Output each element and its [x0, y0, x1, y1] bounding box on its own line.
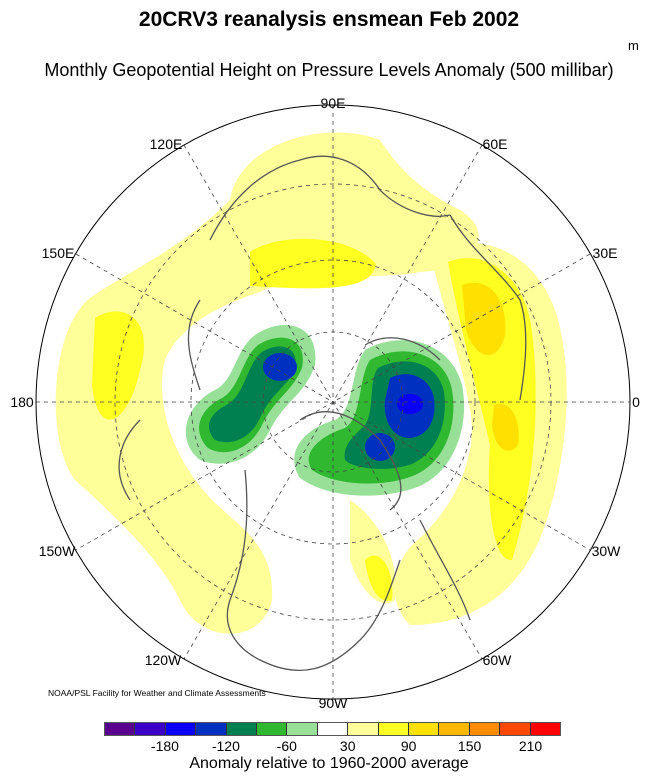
plot-title: 20CRV3 reanalysis ensmean Feb 2002 [138, 8, 520, 31]
colorbar-swatch [469, 723, 501, 735]
anomaly-low-left-core [263, 353, 297, 381]
lon-label-30e: 30E [592, 245, 618, 261]
lon-label-90e: 90E [320, 95, 346, 111]
units-label: m [628, 38, 639, 53]
colorbar-swatch [105, 723, 136, 735]
anomaly-90-120-region [462, 282, 506, 356]
colorbar-swatch [317, 723, 349, 735]
colorbar-tick-label: 30 [339, 738, 356, 754]
colorbar-swatch [439, 723, 470, 735]
graticule [36, 105, 630, 699]
colorbar-title: Anomaly relative to 1960-2000 average [189, 755, 469, 772]
colorbar-swatch [409, 723, 440, 735]
lon-label-30w: 30W [591, 543, 621, 559]
anomaly-60-90-region [250, 238, 376, 289]
colorbar-tick-label: -120 [211, 738, 240, 754]
lon-label-60e: 60E [482, 136, 508, 152]
colorbar-tick-label: 210 [518, 738, 543, 754]
lon-label-150w: 150W [38, 543, 76, 559]
plot-subtitle: Monthly Geopotential Height on Pressure … [44, 60, 614, 80]
colorbar-tick-label: 150 [457, 738, 482, 754]
coastlines [118, 155, 527, 672]
colorbar-tick-label: 90 [400, 738, 417, 754]
colorbar-swatch [226, 723, 258, 735]
colorbar-swatch [530, 723, 561, 735]
lon-label-150e: 150E [41, 245, 75, 261]
lon-label-120e: 120E [149, 136, 183, 152]
colorbar-swatch [257, 723, 288, 735]
colorbar-tick-label: -60 [276, 738, 297, 754]
colorbar-swatch [165, 723, 197, 735]
colorbar-swatch [287, 723, 318, 735]
anomaly-90-120-region [492, 403, 519, 451]
colorbar-tick-label: -180 [150, 738, 179, 754]
colorbar-swatch [378, 723, 410, 735]
lon-label-60w: 60W [482, 652, 512, 668]
lon-label-180: 180 [10, 394, 34, 410]
colorbar [104, 722, 561, 736]
anomaly-30-60-region [55, 132, 479, 634]
anomaly-low-right-blue2 [365, 433, 395, 461]
map-border [35, 104, 631, 700]
anomaly-60-90-region [365, 555, 393, 601]
lon-label-90w: 90W [318, 695, 348, 711]
colorbar-swatch [196, 723, 227, 735]
anomaly-low-right-core [397, 394, 423, 414]
colorbar-swatch [348, 723, 379, 735]
colorbar-swatch [500, 723, 531, 735]
colorbar-swatch [135, 723, 166, 735]
lon-label-0: 0 [632, 394, 640, 410]
credit-text: NOAA/PSL Facility for Weather and Climat… [48, 688, 266, 698]
lon-label-120w: 120W [144, 652, 182, 668]
